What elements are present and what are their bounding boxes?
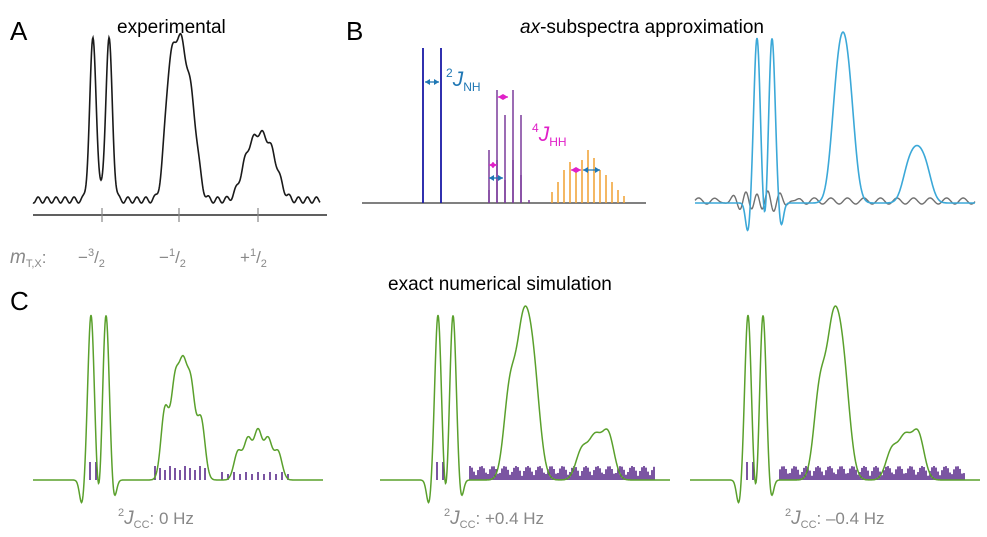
tick-label-plus-1-2: +1/2 — [240, 247, 267, 270]
arrow-nh-purple-head-left — [489, 175, 494, 181]
approx-spectrum-blue-curve — [695, 31, 975, 232]
simulation-jcc-0 — [33, 314, 323, 504]
panel-b-title: ax-subspectra approximation — [520, 17, 764, 38]
caption-jcc-plus-0-4: 2JCC: +0.4 Hz — [444, 507, 544, 531]
experimental-spectrum-curve — [32, 32, 321, 204]
arrow-hh-mid-head-right — [492, 162, 497, 168]
tick-label-minus-1-2: −1/2 — [159, 247, 186, 270]
simulation-sticks-jcc-plus-0-4 — [436, 462, 655, 480]
tick-label-minus-3-2: −3/2 — [78, 247, 105, 270]
panel-a-title: experimental — [117, 17, 226, 38]
arrow-nh-purple-head-right — [498, 175, 503, 181]
coupling-arrows-nh — [425, 79, 600, 181]
label-2j-nh: 2JNH — [446, 66, 481, 94]
simulation-curve-jcc-minus-0-4 — [690, 305, 980, 504]
simulation-curve-jcc-0 — [33, 314, 323, 504]
arrow-hh-orange-head-right — [576, 167, 581, 173]
arrow-nh-main-head-left — [425, 79, 430, 85]
panel-letter-a: A — [10, 16, 28, 46]
simulation-sticks-jcc-minus-0-4 — [746, 462, 965, 480]
simulation-sticks-jcc-0 — [89, 462, 289, 480]
caption-jcc-0: 2JCC: 0 Hz — [118, 507, 194, 531]
simulation-jcc-plus-0-4 — [380, 305, 670, 504]
axis-label-mtx: mT,X: — [10, 247, 46, 270]
arrow-nh-orange-head-right — [595, 167, 600, 173]
arrow-hh-orange-head-left — [571, 167, 576, 173]
panel-c-title: exact numerical simulation — [388, 274, 612, 295]
simulation-curve-jcc-plus-0-4 — [380, 305, 670, 504]
panel-letter-c: C — [10, 286, 29, 316]
purple-subspectrum-sticks — [488, 90, 530, 203]
coupling-arrows-hh — [489, 94, 581, 173]
arrow-nh-main-head-right — [434, 79, 439, 85]
simulation-jcc-minus-0-4 — [690, 305, 980, 504]
approx-spectrum-gray-curve — [694, 190, 976, 212]
panel-letter-b: B — [346, 16, 363, 46]
orange-subspectrum-sticks — [551, 150, 625, 203]
label-4j-hh: 4JHH — [532, 121, 567, 149]
arrow-hh-top-head-left — [498, 94, 503, 100]
arrow-nh-orange-head-left — [583, 167, 588, 173]
arrow-hh-top-head-right — [503, 94, 508, 100]
caption-jcc-minus-0-4: 2JCC: –0.4 Hz — [785, 507, 885, 531]
